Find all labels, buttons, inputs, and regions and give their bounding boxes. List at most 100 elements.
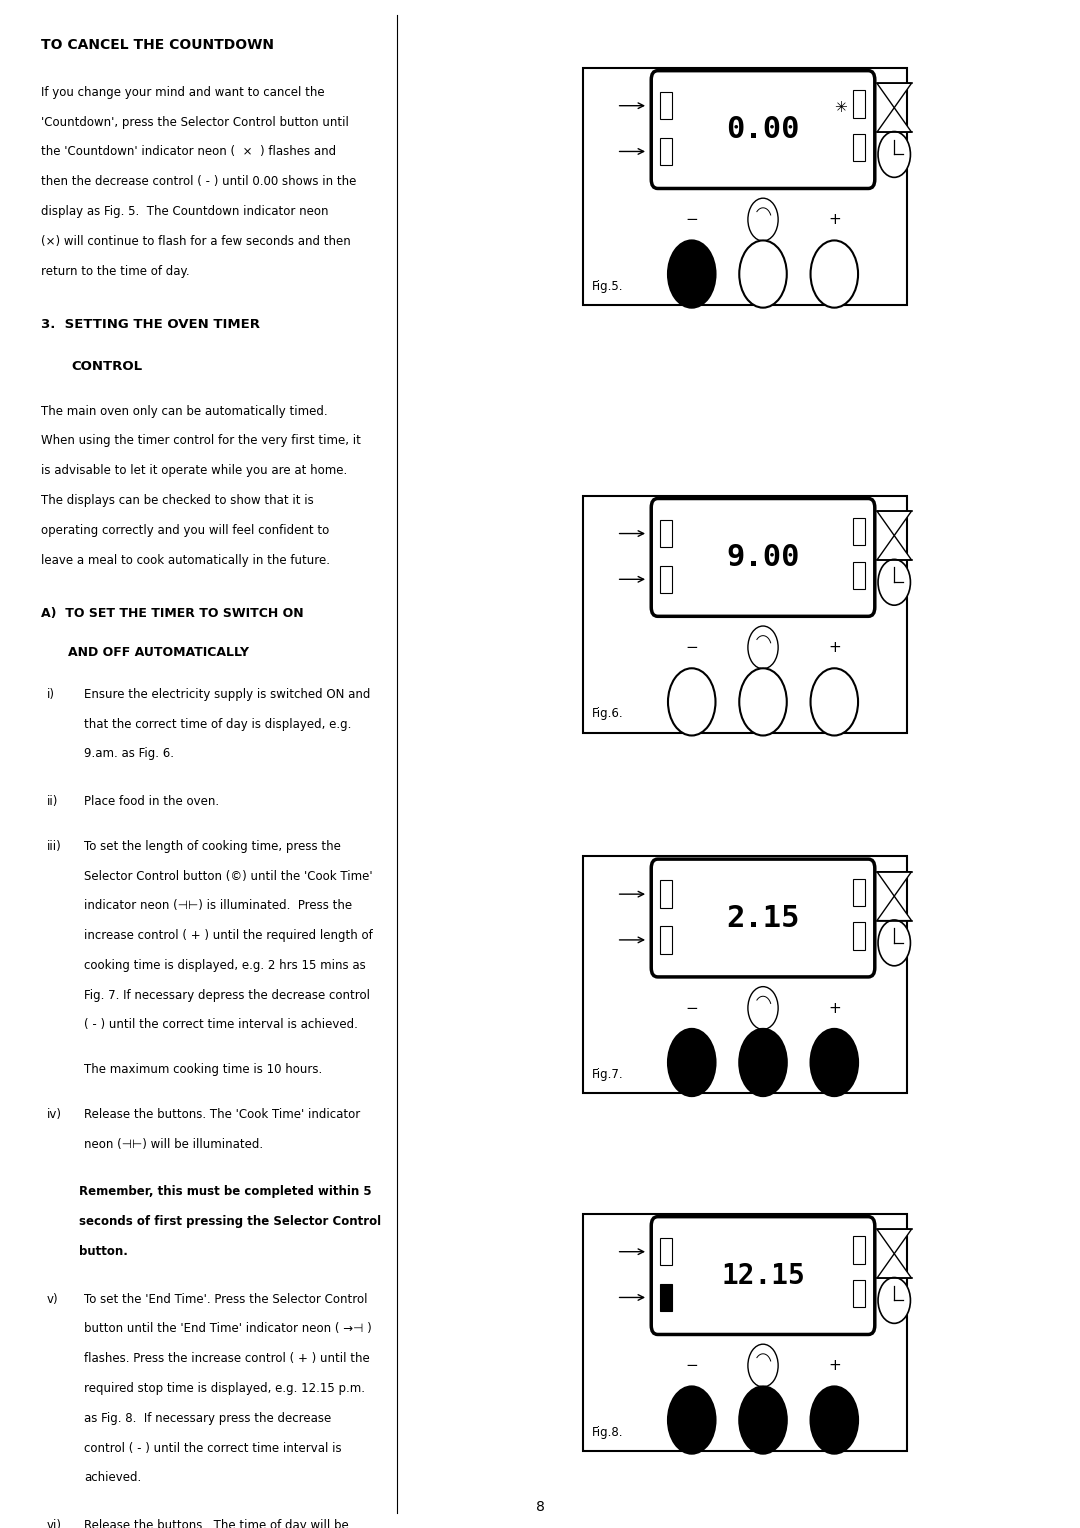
Circle shape [739, 240, 786, 307]
Circle shape [878, 131, 910, 177]
Bar [853, 1280, 865, 1308]
Circle shape [669, 1028, 716, 1096]
Text: −: − [686, 640, 698, 656]
Text: 2.15: 2.15 [726, 903, 800, 932]
Text: leave a meal to cook automatically in the future.: leave a meal to cook automatically in th… [41, 553, 330, 567]
Text: achieved.: achieved. [84, 1471, 141, 1484]
Text: CONTROL: CONTROL [71, 361, 143, 373]
Polygon shape [877, 895, 912, 920]
Circle shape [747, 987, 778, 1030]
Text: AND OFF AUTOMATICALLY: AND OFF AUTOMATICALLY [68, 646, 249, 659]
Bar [853, 562, 865, 590]
Text: If you change your mind and want to cancel the: If you change your mind and want to canc… [41, 86, 325, 99]
Bar [853, 518, 865, 545]
Text: A)  TO SET THE TIMER TO SWITCH ON: A) TO SET THE TIMER TO SWITCH ON [41, 607, 303, 620]
Polygon shape [877, 83, 912, 107]
Text: seconds of first pressing the Selector Control: seconds of first pressing the Selector C… [79, 1215, 381, 1229]
Circle shape [739, 1386, 786, 1453]
Text: 0.00: 0.00 [726, 115, 800, 144]
Bar [853, 134, 865, 162]
Text: flashes. Press the increase control ( + ) until the: flashes. Press the increase control ( + … [84, 1352, 370, 1365]
Text: is advisable to let it operate while you are at home.: is advisable to let it operate while you… [41, 465, 348, 477]
Circle shape [747, 626, 778, 669]
Text: button.: button. [79, 1245, 127, 1258]
Bar [583, 67, 907, 306]
Text: required stop time is displayed, e.g. 12.15 p.m.: required stop time is displayed, e.g. 12… [84, 1381, 365, 1395]
Bar [853, 923, 865, 950]
Polygon shape [877, 1229, 912, 1253]
Text: 9.am. as Fig. 6.: 9.am. as Fig. 6. [84, 747, 174, 761]
Text: increase control ( + ) until the required length of: increase control ( + ) until the require… [84, 929, 373, 943]
Bar [660, 1238, 672, 1265]
Bar [853, 879, 865, 906]
Text: +: + [828, 212, 840, 228]
Text: Release the buttons. The 'Cook Time' indicator: Release the buttons. The 'Cook Time' ind… [84, 1108, 361, 1122]
Text: 3.  SETTING THE OVEN TIMER: 3. SETTING THE OVEN TIMER [41, 318, 260, 332]
Text: 9.00: 9.00 [726, 542, 800, 571]
Text: indicator neon (⊣⊢) is illuminated.  Press the: indicator neon (⊣⊢) is illuminated. Pres… [84, 900, 352, 912]
FancyBboxPatch shape [651, 70, 875, 188]
Text: 'Countdown', press the Selector Control button until: 'Countdown', press the Selector Control … [41, 116, 349, 128]
Text: Remember, this must be completed within 5: Remember, this must be completed within … [79, 1186, 372, 1198]
Text: +: + [828, 640, 840, 656]
Text: The maximum cooking time is 10 hours.: The maximum cooking time is 10 hours. [84, 1063, 323, 1076]
Text: +: + [828, 1358, 840, 1374]
Bar [660, 92, 672, 119]
Text: Fig.8.: Fig.8. [592, 1426, 623, 1439]
Circle shape [878, 920, 910, 966]
Circle shape [739, 668, 786, 735]
Text: vi): vi) [46, 1519, 62, 1528]
Text: When using the timer control for the very first time, it: When using the timer control for the ver… [41, 434, 361, 448]
Circle shape [810, 1386, 858, 1453]
Circle shape [669, 1386, 716, 1453]
Text: To set the length of cooking time, press the: To set the length of cooking time, press… [84, 840, 341, 853]
Circle shape [878, 1277, 910, 1323]
Polygon shape [877, 107, 912, 131]
Text: display as Fig. 5.  The Countdown indicator neon: display as Fig. 5. The Countdown indicat… [41, 205, 328, 219]
Text: Place food in the oven.: Place food in the oven. [84, 795, 219, 808]
Polygon shape [877, 1253, 912, 1277]
Bar [583, 856, 907, 1094]
Polygon shape [877, 871, 912, 895]
Text: 12.15: 12.15 [721, 1262, 805, 1290]
Bar [660, 880, 672, 908]
Bar [660, 520, 672, 547]
FancyBboxPatch shape [651, 498, 875, 616]
Circle shape [739, 1028, 786, 1096]
Text: Fig. 7. If necessary depress the decrease control: Fig. 7. If necessary depress the decreas… [84, 989, 370, 1002]
Text: Ensure the electricity supply is switched ON and: Ensure the electricity supply is switche… [84, 688, 370, 701]
Text: (⨯) will continue to flash for a few seconds and then: (⨯) will continue to flash for a few sec… [41, 235, 351, 248]
Text: operating correctly and you will feel confident to: operating correctly and you will feel co… [41, 524, 329, 536]
Text: The displays can be checked to show that it is: The displays can be checked to show that… [41, 494, 314, 507]
Text: Fig.7.: Fig.7. [592, 1068, 623, 1082]
Circle shape [669, 240, 716, 307]
Circle shape [810, 240, 858, 307]
Text: −: − [686, 1001, 698, 1016]
Circle shape [810, 668, 858, 735]
Circle shape [810, 1028, 858, 1096]
Text: −: − [686, 212, 698, 228]
Bar [660, 565, 672, 593]
Text: The main oven only can be automatically timed.: The main oven only can be automatically … [41, 405, 327, 417]
Text: ( - ) until the correct time interval is achieved.: ( - ) until the correct time interval is… [84, 1019, 359, 1031]
Text: as Fig. 8.  If necessary press the decrease: as Fig. 8. If necessary press the decrea… [84, 1412, 332, 1424]
Text: then the decrease control ( - ) until 0.00 shows in the: then the decrease control ( - ) until 0.… [41, 176, 356, 188]
Bar [660, 926, 672, 953]
Text: 8: 8 [536, 1500, 544, 1514]
Text: Fig.5.: Fig.5. [592, 280, 623, 293]
Text: the 'Countdown' indicator neon (  ⨯  ) flashes and: the 'Countdown' indicator neon ( ⨯ ) fla… [41, 145, 336, 159]
Text: Selector Control button (©) until the 'Cook Time': Selector Control button (©) until the 'C… [84, 869, 373, 883]
Text: +: + [828, 1001, 840, 1016]
Text: cooking time is displayed, e.g. 2 hrs 15 mins as: cooking time is displayed, e.g. 2 hrs 15… [84, 960, 366, 972]
Text: button until the 'End Time' indicator neon ( →⊣ ): button until the 'End Time' indicator ne… [84, 1322, 372, 1335]
Text: ✳: ✳ [834, 101, 847, 115]
Text: −: − [686, 1358, 698, 1374]
FancyBboxPatch shape [651, 1216, 875, 1334]
Text: control ( - ) until the correct time interval is: control ( - ) until the correct time int… [84, 1441, 342, 1455]
Text: TO CANCEL THE COUNTDOWN: TO CANCEL THE COUNTDOWN [41, 38, 274, 52]
Circle shape [878, 559, 910, 605]
Bar [583, 495, 907, 733]
Text: return to the time of day.: return to the time of day. [41, 264, 190, 278]
Text: To set the 'End Time'. Press the Selector Control: To set the 'End Time'. Press the Selecto… [84, 1293, 367, 1305]
Text: i): i) [46, 688, 54, 701]
